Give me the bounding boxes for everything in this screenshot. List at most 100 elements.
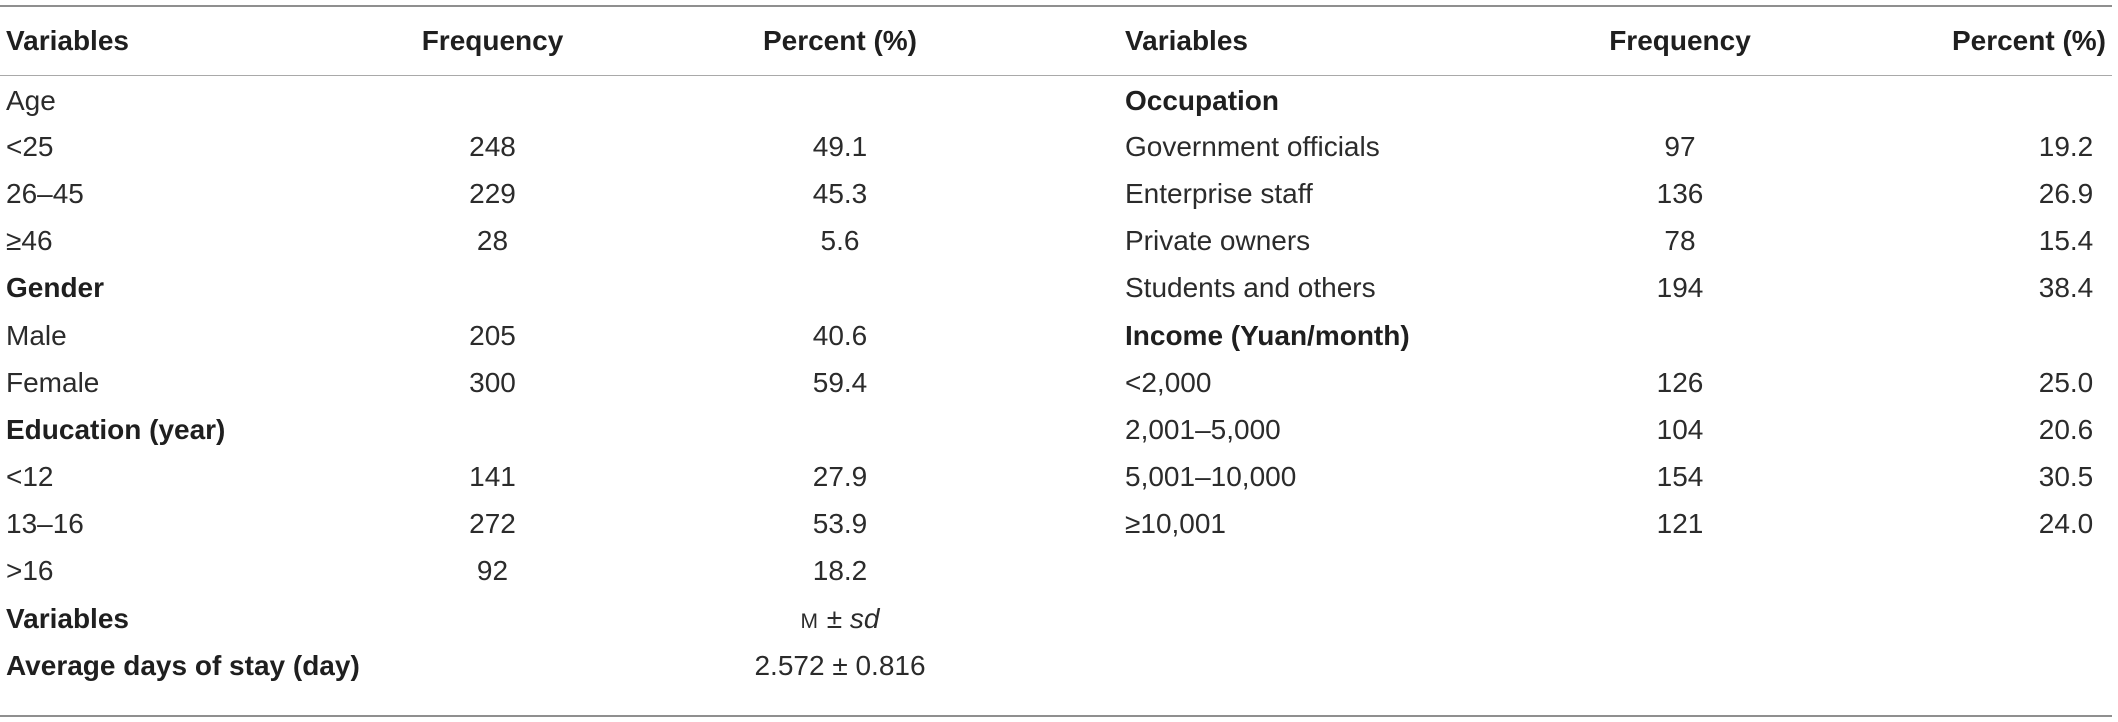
- frequency-cell: 300: [469, 366, 516, 398]
- percent-cell: 38.4: [1830, 265, 2112, 312]
- percent-value: 24.0: [2038, 508, 2094, 540]
- frequency-cell: 205: [469, 319, 516, 351]
- percent-cell: [625, 76, 1055, 123]
- column-gap: [1055, 76, 1125, 123]
- header-variables-right: Variables: [1125, 25, 1248, 56]
- row-label: Students and others: [1125, 272, 1376, 304]
- row-label: Male: [6, 319, 67, 351]
- frequency-cell: 97: [1664, 130, 1696, 162]
- row-label: ≥10,001: [1125, 508, 1227, 540]
- header-percent-left: Percent (%): [762, 25, 918, 56]
- column-gap: [1055, 454, 1125, 501]
- percent-cell: 45.3: [812, 177, 868, 209]
- percent-cell: 30.5: [1830, 454, 2112, 501]
- header-row: Variables Frequency Percent (%) Variable…: [0, 6, 2112, 76]
- header-frequency-left: Frequency: [421, 25, 564, 56]
- empty-cell: [1125, 595, 1530, 642]
- empty-cell: [1530, 595, 1830, 642]
- empty-cell: [1830, 548, 2112, 595]
- frequency-cell: 28: [476, 225, 509, 257]
- percent-cell: 27.9: [812, 461, 868, 493]
- row-label: ≥46: [6, 225, 53, 257]
- table-row: ≥46 28 5.6 Private owners 78 15.4: [0, 218, 2112, 265]
- sd-symbol: sd: [849, 602, 880, 634]
- frequency-cell: 154: [1656, 461, 1704, 493]
- column-gap: [1055, 6, 1125, 76]
- column-gap: [1055, 359, 1125, 406]
- percent-value: 20.6: [2038, 413, 2094, 445]
- frequency-cell: 229: [469, 177, 516, 209]
- table-body: Age Occupation <25 248 49.1 Government offici…: [0, 76, 2112, 689]
- row-label: 2,001–5,000: [1125, 413, 1281, 445]
- row-label: Enterprise staff: [1125, 177, 1313, 209]
- frequency-cell: [360, 406, 625, 453]
- summary-value-row: Average days of stay (day) 2.572 ± 0.816: [0, 642, 2112, 689]
- empty-cell: [1530, 642, 1830, 689]
- average-stay-label: Average days of stay (day): [6, 649, 360, 681]
- group-heading: Gender: [6, 272, 105, 304]
- empty-cell: [1055, 595, 1125, 642]
- percent-value: 19.2: [2038, 130, 2094, 162]
- row-label: Government officials: [1125, 130, 1380, 162]
- mean-symbol: M: [800, 609, 819, 633]
- summary-variables-label: Variables: [6, 602, 129, 634]
- row-label: Private owners: [1125, 225, 1311, 257]
- percent-cell: 18.2: [812, 555, 868, 587]
- column-gap: [1055, 218, 1125, 265]
- row-label: 26–45: [6, 177, 84, 209]
- percent-cell: 19.2: [1830, 123, 2112, 170]
- empty-cell: [360, 642, 625, 689]
- column-gap: [1055, 170, 1125, 217]
- table-top-rule: [0, 5, 2112, 7]
- percent-cell: 49.1: [812, 130, 868, 162]
- frequency-cell: [1530, 312, 1830, 359]
- group-heading: Education (year): [6, 413, 226, 445]
- table-row: Education (year) 2,001–5,000 104 20.6: [0, 406, 2112, 453]
- header-variables-left: Variables: [6, 25, 129, 56]
- percent-value: 38.4: [2038, 272, 2094, 304]
- column-gap: [1055, 548, 1125, 595]
- percent-value: 25.0: [2038, 366, 2094, 398]
- percent-value: 30.5: [2038, 461, 2094, 493]
- row-label: 5,001–10,000: [1125, 461, 1297, 493]
- row-label: Age: [6, 84, 56, 116]
- percent-cell: [625, 265, 1055, 312]
- percent-cell: [1830, 312, 2112, 359]
- frequency-cell: 136: [1656, 177, 1704, 209]
- row-label: <12: [6, 461, 54, 493]
- percent-cell: [625, 406, 1055, 453]
- table-row: Gender Students and others 194 38.4: [0, 265, 2112, 312]
- percent-cell: 5.6: [820, 225, 860, 257]
- frequency-cell: 194: [1656, 272, 1704, 304]
- percent-cell: 20.6: [1830, 406, 2112, 453]
- column-gap: [1055, 406, 1125, 453]
- frequency-cell: 272: [469, 508, 516, 540]
- frequency-cell: 141: [469, 461, 516, 493]
- column-gap: [1055, 265, 1125, 312]
- empty-cell: [1125, 548, 1530, 595]
- frequency-cell: [360, 265, 625, 312]
- percent-cell: 26.9: [1830, 170, 2112, 217]
- frequency-cell: 104: [1656, 413, 1704, 445]
- table-row: 13–16 272 53.9 ≥10,001 121 24.0: [0, 501, 2112, 548]
- empty-cell: [1055, 642, 1125, 689]
- table-bottom-rule: [0, 715, 2112, 717]
- table-header: Variables Frequency Percent (%) Variable…: [0, 6, 2112, 76]
- column-gap: [1055, 501, 1125, 548]
- row-label: Female: [6, 366, 100, 398]
- frequency-cell: 78: [1664, 225, 1696, 257]
- header-percent-right: Percent (%): [1951, 25, 2106, 56]
- table-row: Age Occupation: [0, 76, 2112, 123]
- empty-cell: [1530, 548, 1830, 595]
- frequency-cell: 248: [469, 130, 516, 162]
- group-heading: Occupation: [1125, 84, 1280, 116]
- percent-value: 15.4: [2038, 225, 2094, 257]
- percent-cell: 40.6: [812, 319, 868, 351]
- empty-cell: [360, 595, 625, 642]
- mean-sd-label: M ± sd: [625, 595, 1055, 642]
- percent-cell: 53.9: [812, 508, 868, 540]
- group-heading: Income (Yuan/month): [1125, 319, 1410, 351]
- column-gap: [1055, 123, 1125, 170]
- frequency-cell: 121: [1656, 508, 1704, 540]
